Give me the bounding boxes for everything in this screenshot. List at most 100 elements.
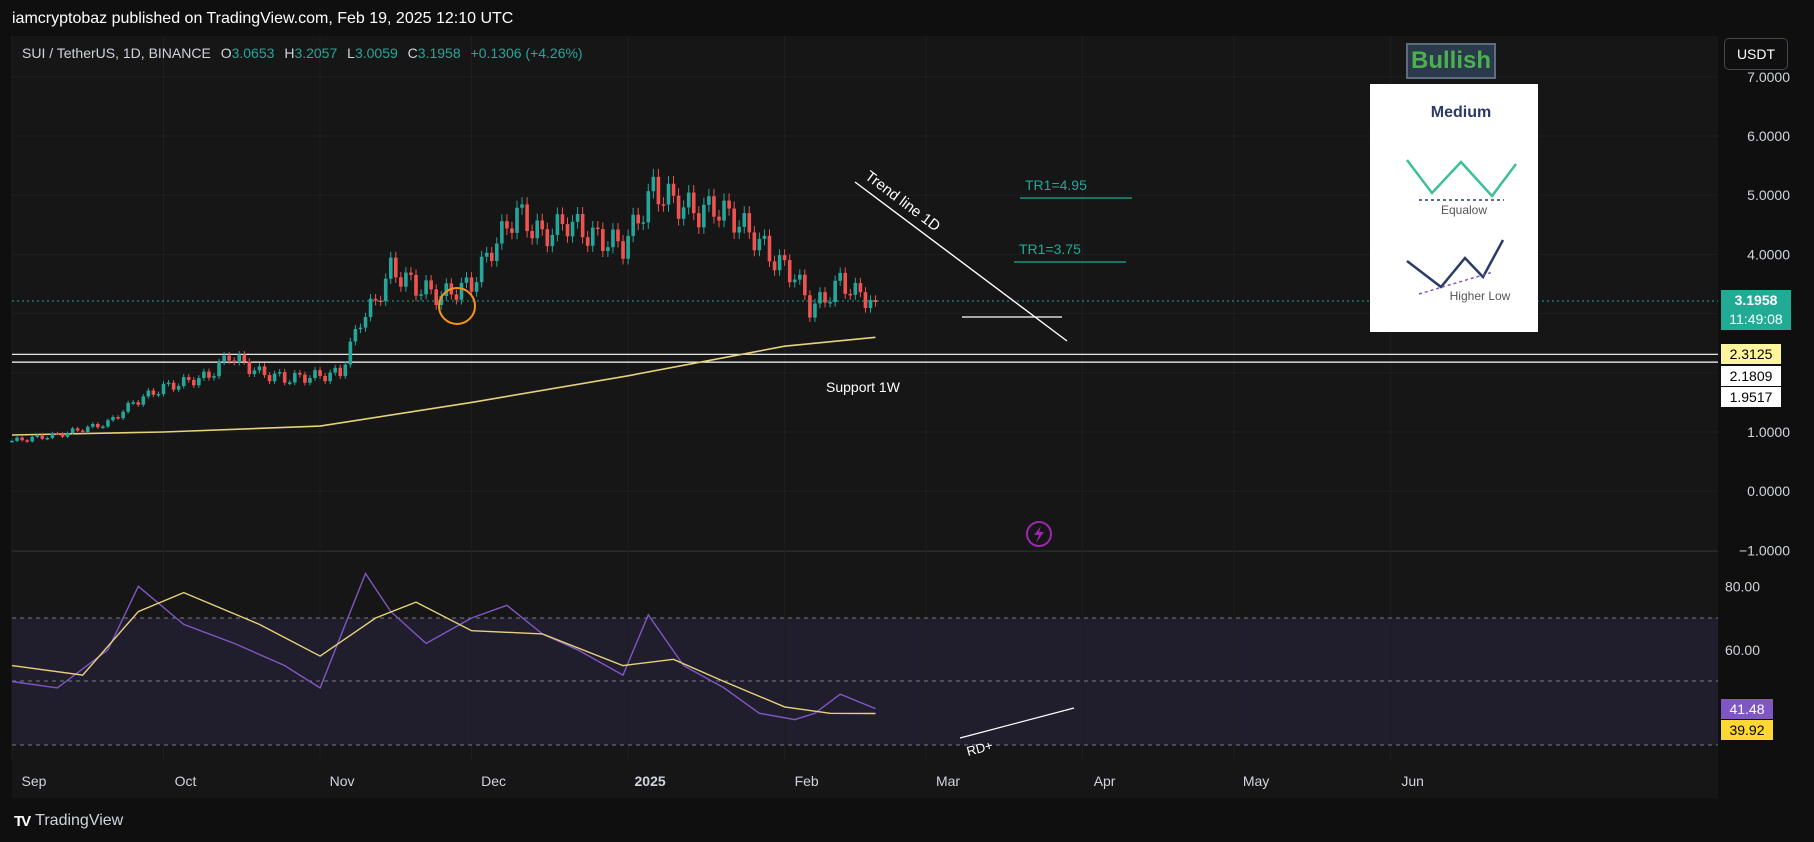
price-axis-label: −1.0000 (1739, 542, 1790, 558)
candle-body (45, 437, 50, 440)
candle-body (681, 207, 686, 219)
candle-body (303, 374, 307, 383)
candle-body (737, 226, 741, 233)
lightning-icon[interactable] (1026, 521, 1052, 547)
rsi-line (11, 571, 876, 721)
candle-body (818, 292, 822, 304)
candle-body (535, 220, 539, 239)
candle-body (813, 303, 817, 318)
candle-body (661, 204, 666, 206)
candle-body (489, 252, 494, 262)
equal-low-pattern (1406, 159, 1517, 198)
candle-body (429, 280, 433, 290)
time-axis[interactable]: Sep Oct Nov Dec 2025 Feb Mar Apr May Jun (22, 773, 1424, 789)
candle-body (222, 355, 226, 362)
candle-body (293, 372, 297, 383)
candle-body (60, 433, 65, 437)
candle-body (505, 221, 509, 229)
candle-body (30, 436, 34, 442)
candle-body (419, 294, 423, 296)
top-bar: iamcryptobaz published on TradingView.co… (0, 0, 1814, 36)
candle-body (131, 402, 135, 404)
highlight-circle[interactable] (438, 287, 476, 325)
brand[interactable]: TV TradingView (14, 812, 123, 830)
candle-body (555, 214, 560, 235)
candle-body (808, 295, 812, 318)
candle-body (80, 430, 85, 433)
price-axis-label: 1.0000 (1747, 424, 1790, 440)
candle-body (596, 227, 600, 230)
candle-body (65, 433, 70, 437)
candle-body (85, 426, 90, 432)
candle-body (328, 372, 332, 382)
currency-button[interactable]: USDT (1724, 38, 1788, 70)
candle-body (469, 277, 474, 292)
higher-low-pattern (1406, 239, 1505, 289)
candle-body (873, 300, 878, 303)
open-label: O (220, 45, 232, 61)
candle-body (70, 428, 75, 434)
candle-body (590, 227, 595, 246)
close-label: C (407, 45, 418, 61)
price-axis-label: 7.0000 (1747, 69, 1790, 85)
candle-body (712, 196, 716, 217)
candle-body (803, 274, 807, 296)
trendline-1d[interactable] (854, 181, 1068, 342)
candle-body (575, 214, 580, 222)
candle-body (141, 396, 146, 405)
candle-body (858, 283, 863, 293)
candle-body (611, 229, 615, 248)
price-axis-label: 4.0000 (1747, 246, 1790, 262)
pattern-label-bottom: Higher Low (1450, 289, 1511, 303)
close-value: 3.1958 (417, 45, 461, 61)
time-axis-label: Mar (936, 773, 960, 789)
candle-body (298, 372, 302, 375)
candle-body (621, 241, 625, 259)
time-axis-label: 2025 (635, 773, 666, 789)
candle-body (20, 437, 24, 441)
candle-body (156, 394, 161, 396)
candle-body (252, 370, 257, 375)
symbol-legend[interactable]: SUI / TetherUS, 1D, BINANCE O3.0653 H3.2… (22, 45, 583, 61)
tradingview-logo-icon: TV (14, 812, 31, 830)
symbol-name: SUI / TetherUS, 1D, BINANCE (22, 45, 211, 61)
tr1-high-label: TR1=4.95 (1025, 177, 1087, 193)
candle-body (747, 213, 752, 233)
pattern-card-title: Medium (1431, 104, 1491, 121)
candle-body (792, 279, 797, 283)
rsi-band (12, 618, 1718, 745)
candle-body (388, 257, 393, 279)
candle-body (414, 274, 418, 296)
divergence-line[interactable] (959, 707, 1075, 739)
candle-body (237, 354, 242, 363)
candle-body (267, 375, 272, 382)
brand-name: TradingView (35, 812, 124, 829)
candle-body (545, 229, 550, 247)
candle-body (848, 293, 853, 296)
candle-body (323, 375, 327, 382)
candle-body (186, 377, 191, 380)
candle-body (126, 402, 130, 412)
candle-body (434, 289, 438, 305)
candle-body (313, 370, 317, 378)
candle-body (732, 208, 736, 233)
candle-body (318, 370, 322, 376)
publisher-line: iamcryptobaz published on TradingView.co… (12, 10, 514, 27)
candle-body (646, 191, 651, 223)
price-axis[interactable]: 7.0000 6.0000 5.0000 4.0000 1.0000 0.0000 −1.0… (1739, 69, 1790, 559)
candle-body (161, 383, 166, 395)
rsi-axis[interactable]: 80.00 60.00 (1725, 578, 1760, 658)
candle-body (565, 224, 570, 237)
candle-body (686, 192, 691, 208)
candle-body (782, 255, 787, 261)
candle-body (525, 204, 529, 232)
open-value: 3.0653 (231, 45, 275, 61)
candle-body (75, 428, 80, 431)
countdown-value: 11:49:08 (1729, 311, 1783, 327)
candle-body (96, 424, 100, 428)
candle-body (40, 435, 45, 439)
candle-body (333, 367, 337, 373)
candle-body (207, 371, 211, 378)
candle-body (262, 366, 267, 376)
